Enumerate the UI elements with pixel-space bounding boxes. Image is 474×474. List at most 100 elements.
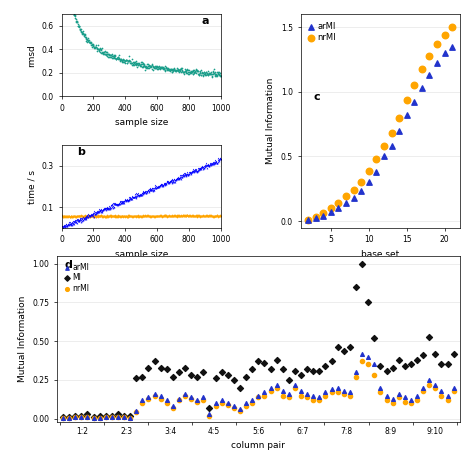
nrMI <box>401 398 409 405</box>
Point <box>149 66 156 73</box>
Y-axis label: Mutual Information: Mutual Information <box>18 296 27 382</box>
Point <box>184 70 192 78</box>
Point <box>75 212 82 219</box>
Point <box>69 217 77 225</box>
Text: a: a <box>202 16 210 26</box>
MI <box>352 283 360 291</box>
Point <box>141 61 148 68</box>
Point <box>150 187 158 194</box>
Point <box>94 208 101 215</box>
Point <box>103 212 110 219</box>
Point <box>76 213 83 220</box>
Point <box>58 212 66 219</box>
arMI <box>426 376 433 384</box>
Point <box>68 212 76 220</box>
Point <box>101 213 109 220</box>
Point <box>129 58 137 66</box>
Point <box>143 188 151 196</box>
Point <box>138 213 146 220</box>
Point <box>84 210 92 218</box>
Point <box>134 61 142 69</box>
Point <box>216 70 223 77</box>
Point <box>99 48 107 55</box>
Point <box>108 200 116 208</box>
Point <box>159 182 166 190</box>
Point <box>123 196 130 203</box>
Point <box>196 212 204 219</box>
Point <box>102 213 109 220</box>
Point <box>84 213 91 220</box>
Point <box>190 211 197 219</box>
MI <box>83 410 91 418</box>
Point <box>175 67 183 74</box>
Point <box>126 59 134 66</box>
Point <box>143 189 150 197</box>
Point <box>64 212 72 220</box>
Point <box>182 172 190 179</box>
Point <box>166 67 174 74</box>
Point <box>155 212 163 220</box>
arMI <box>138 396 146 404</box>
Point <box>159 181 167 189</box>
Point <box>131 61 138 68</box>
Point <box>174 212 182 220</box>
Point <box>217 155 224 163</box>
Point <box>95 212 102 220</box>
Point <box>191 68 199 76</box>
Point <box>98 212 106 220</box>
Point <box>190 165 197 173</box>
arMI <box>448 43 456 50</box>
Point <box>185 171 193 178</box>
Point <box>135 213 143 220</box>
Point <box>63 5 70 12</box>
Point <box>208 213 215 220</box>
arMI <box>352 368 360 376</box>
Point <box>199 165 207 173</box>
Point <box>131 61 139 68</box>
Point <box>188 68 196 75</box>
Point <box>100 50 108 58</box>
Point <box>110 203 118 210</box>
arMI <box>90 414 97 422</box>
Point <box>167 213 174 220</box>
Point <box>92 210 100 218</box>
Point <box>108 201 115 209</box>
Point <box>216 212 223 220</box>
arMI <box>310 392 317 399</box>
Point <box>114 54 121 61</box>
Point <box>139 212 146 219</box>
Point <box>155 182 163 190</box>
Point <box>170 178 178 185</box>
Point <box>103 205 110 212</box>
Point <box>122 197 130 204</box>
Point <box>104 50 111 58</box>
Point <box>201 212 209 220</box>
Point <box>98 45 106 52</box>
MI <box>303 365 311 373</box>
Point <box>185 68 192 75</box>
Point <box>99 49 106 56</box>
Point <box>210 160 218 167</box>
Point <box>187 212 195 219</box>
Point <box>143 211 151 219</box>
Point <box>128 213 136 220</box>
Point <box>109 212 117 220</box>
Point <box>64 5 72 12</box>
Point <box>141 189 148 196</box>
Point <box>156 212 164 219</box>
Point <box>116 57 124 64</box>
Point <box>208 212 216 219</box>
Point <box>60 5 68 12</box>
Point <box>99 207 106 215</box>
Point <box>206 69 213 77</box>
Point <box>99 206 107 213</box>
MI <box>389 364 396 372</box>
Point <box>66 220 74 228</box>
Point <box>109 212 117 220</box>
arMI <box>59 414 67 422</box>
Point <box>194 70 201 78</box>
Point <box>184 212 192 219</box>
Point <box>132 59 139 67</box>
nrMI <box>304 216 312 224</box>
Point <box>143 212 150 220</box>
